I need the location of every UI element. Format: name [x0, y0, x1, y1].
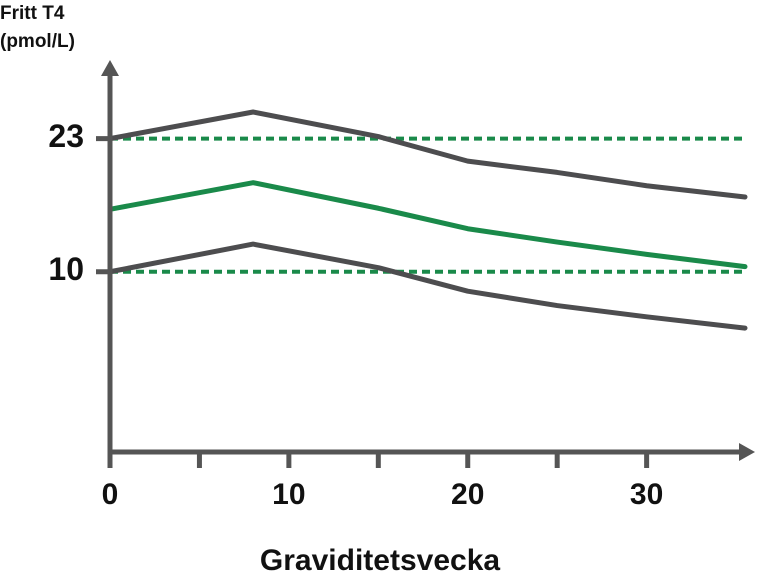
line [107, 109, 748, 200]
y-axis-arrow [101, 60, 119, 76]
x-axis-label: Graviditetsvecka [260, 544, 500, 577]
y-tick-label: 23 [48, 118, 84, 154]
y-axis-label: Fritt T4 [0, 3, 65, 24]
x-tick-label: 30 [630, 478, 663, 511]
x-tick-label: 20 [451, 478, 484, 511]
y-tick-label: 10 [48, 251, 84, 287]
line [107, 241, 748, 331]
line [107, 180, 748, 270]
y-axis-label: (pmol/L) [0, 31, 75, 52]
x-tick-label: 0 [102, 478, 119, 511]
x-axis-arrow [739, 443, 755, 461]
x-tick-label: 10 [272, 478, 305, 511]
